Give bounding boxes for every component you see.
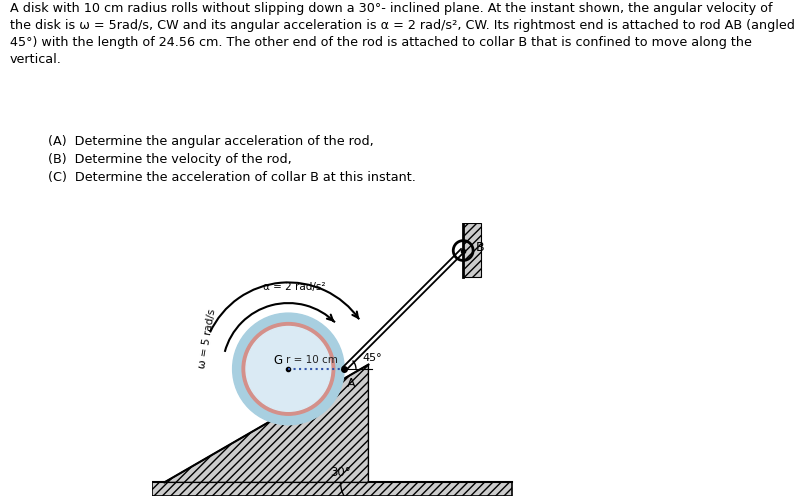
- Polygon shape: [152, 482, 512, 496]
- Polygon shape: [165, 365, 369, 482]
- Text: (A)  Determine the angular acceleration of the rod,
(B)  Determine the velocity : (A) Determine the angular acceleration o…: [48, 135, 416, 184]
- Text: ω = 5 rad/s: ω = 5 rad/s: [198, 308, 218, 369]
- Circle shape: [242, 322, 334, 415]
- Circle shape: [246, 326, 331, 411]
- Circle shape: [233, 313, 344, 425]
- Text: r = 10 cm: r = 10 cm: [286, 355, 338, 365]
- Text: A disk with 10 cm radius rolls without slipping down a 30°- inclined plane. At t: A disk with 10 cm radius rolls without s…: [10, 2, 794, 66]
- Text: 30°: 30°: [330, 466, 351, 479]
- Polygon shape: [463, 223, 481, 277]
- Text: B: B: [475, 241, 484, 254]
- Text: 45°: 45°: [362, 353, 382, 363]
- Text: G: G: [273, 354, 282, 367]
- Text: A: A: [346, 377, 355, 390]
- Text: α = 2 rad/s²: α = 2 rad/s²: [262, 282, 326, 292]
